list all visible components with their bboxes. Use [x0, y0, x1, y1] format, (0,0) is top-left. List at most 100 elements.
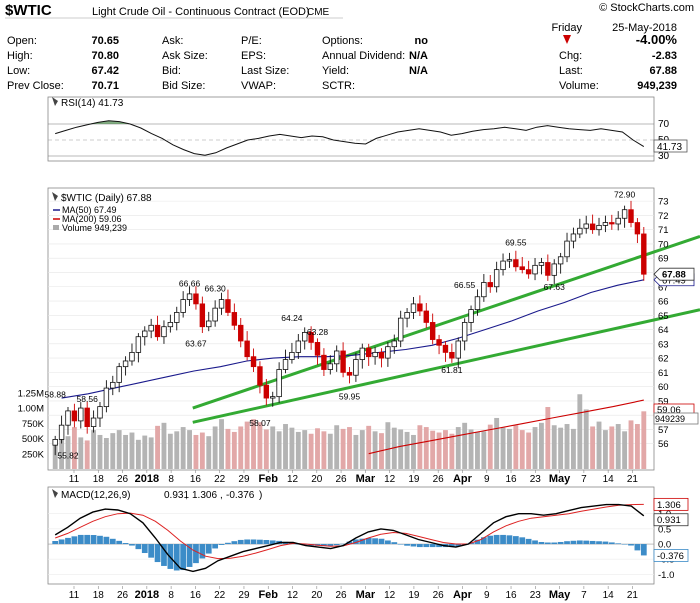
- candle-body: [334, 350, 340, 365]
- price-annotation: 69.55: [505, 237, 527, 247]
- volume-bar: [602, 430, 608, 469]
- rsi-value-label: 41.73: [657, 142, 682, 153]
- candle-body: [545, 262, 551, 276]
- panel-collapse-icon[interactable]: [52, 489, 58, 498]
- macd-hist-bar: [84, 534, 91, 545]
- volume-bar: [539, 422, 544, 469]
- candle-body: [58, 424, 65, 440]
- candle-body: [71, 410, 78, 422]
- macd-signal-value-label: 1.306: [657, 500, 681, 511]
- volume-bar: [180, 427, 186, 469]
- candle-body: [423, 310, 429, 323]
- volume-bar: [590, 426, 596, 469]
- macd-hist-bar: [391, 542, 398, 545]
- candle-body: [602, 222, 609, 226]
- price-panel: 58.88 58.56 55.82 66.66 66.30 63.67 58.07 64.24…: [18, 187, 700, 471]
- svg-text:): ): [259, 490, 262, 501]
- volume-bar: [129, 432, 135, 469]
- last-value: 67.88: [649, 65, 677, 77]
- volume-bar: [103, 438, 109, 469]
- volume-legend: Volume 949,239: [62, 223, 127, 233]
- quote-label: Bid:: [162, 65, 181, 77]
- panel-collapse-icon[interactable]: [52, 97, 58, 106]
- price-tick-label: 62: [658, 354, 669, 365]
- candle-body: [353, 359, 359, 376]
- volume-value: 949,239: [637, 80, 677, 92]
- x-axis-label: 8: [168, 474, 174, 485]
- x-axis-label: 12: [384, 590, 396, 601]
- volume-bar: [244, 421, 250, 469]
- x-axis-label: 11: [69, 590, 80, 601]
- volume-bar: [257, 422, 263, 469]
- price-annotation: 66.55: [454, 280, 476, 290]
- volume-bar: [334, 425, 340, 469]
- x-axis-label: 19: [408, 590, 420, 601]
- macd-signal-value-badge: [653, 497, 689, 511]
- rsi-value-badge: [653, 139, 688, 153]
- macd-hist-bar: [225, 542, 231, 545]
- candle-body: [308, 332, 314, 343]
- volume-bar: [359, 430, 365, 469]
- volume-bar: [372, 431, 378, 469]
- volume-bar: [315, 428, 320, 469]
- candle-body: [404, 312, 410, 319]
- macd-hist-bar: [397, 544, 404, 545]
- macd-hist-bar: [205, 544, 212, 554]
- volume-bar: [622, 431, 628, 469]
- volume-bar: [91, 430, 97, 469]
- candle-body: [295, 340, 302, 353]
- quote-value: N/A: [409, 50, 428, 62]
- macd-hist-bar: [173, 544, 180, 571]
- volume-tick-label: 500K: [22, 434, 45, 445]
- volume-bar: [583, 409, 589, 469]
- quote-label: Ask Size:: [162, 50, 208, 62]
- ma50-line: [61, 279, 644, 399]
- price-annotation: 58.56: [77, 394, 99, 404]
- candle-body: [577, 227, 583, 235]
- macd-hist-bar: [103, 536, 110, 545]
- volume-bar: [283, 424, 288, 469]
- volume-bar: [135, 439, 141, 469]
- x-axis-label: Mar: [356, 473, 376, 485]
- macd-hist-bar: [231, 541, 238, 545]
- volume-bars: [52, 394, 647, 469]
- price-annotation: 63.67: [185, 338, 207, 348]
- volume-bar: [295, 431, 301, 469]
- x-axis-label: 11: [69, 474, 80, 485]
- volume-bar: [391, 427, 397, 469]
- last-label: Last:: [559, 65, 583, 77]
- candle-body: [167, 322, 174, 328]
- macd-tick-label: -1.0: [658, 570, 674, 581]
- quote-label: Bid Size:: [162, 80, 205, 92]
- candle-body: [436, 339, 442, 346]
- macd-hist-value-label: -0.376: [657, 551, 684, 562]
- candle-body: [449, 351, 455, 359]
- macd-hist-bar: [180, 544, 187, 571]
- panel-collapse-icon[interactable]: [52, 192, 58, 201]
- volume-bar: [570, 428, 576, 469]
- macd-tick-label: 0.0: [658, 540, 671, 551]
- candle-body: [493, 269, 500, 288]
- price-tick-label: 72: [658, 211, 669, 222]
- volume-bar: [270, 426, 276, 469]
- macd-hist-bar: [557, 541, 564, 545]
- x-axis-label: 18: [93, 474, 105, 485]
- x-axis-label: 22: [214, 590, 226, 601]
- quote-label: SCTR:: [322, 80, 355, 92]
- candle-body: [532, 264, 538, 275]
- volume-bar: [110, 433, 116, 469]
- x-axis-label: 20: [311, 590, 323, 601]
- candle-body: [84, 407, 90, 428]
- candle-body: [116, 366, 122, 383]
- macd-hist-bar: [372, 538, 378, 545]
- macd-hist-bar: [257, 539, 263, 545]
- volume-bar: [532, 427, 538, 469]
- candle-body: [391, 340, 397, 348]
- volume-bar: [430, 430, 436, 469]
- candle-body: [551, 263, 557, 276]
- macd-hist-bar: [263, 540, 270, 545]
- volume-bar: [142, 435, 148, 469]
- quote-label: Yield:: [322, 65, 349, 77]
